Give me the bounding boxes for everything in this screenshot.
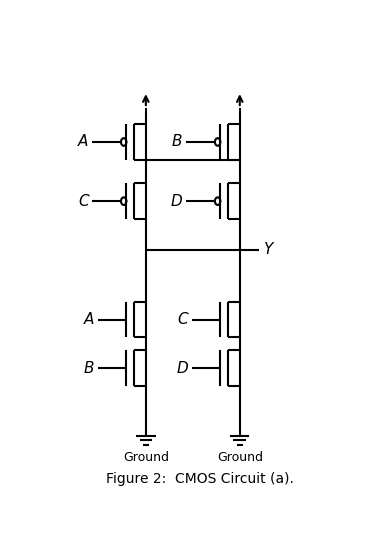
Text: D: D	[171, 194, 183, 209]
Text: B: B	[172, 135, 183, 149]
Text: Figure 2:  CMOS Circuit (a).: Figure 2: CMOS Circuit (a).	[106, 472, 294, 486]
Text: Y: Y	[263, 242, 273, 257]
Text: B: B	[84, 361, 94, 376]
Text: A: A	[84, 312, 94, 327]
Text: C: C	[178, 312, 188, 327]
Text: Ground: Ground	[217, 451, 263, 464]
Text: C: C	[78, 194, 89, 209]
Text: Ground: Ground	[123, 451, 169, 464]
Text: D: D	[176, 361, 188, 376]
Text: A: A	[78, 135, 89, 149]
